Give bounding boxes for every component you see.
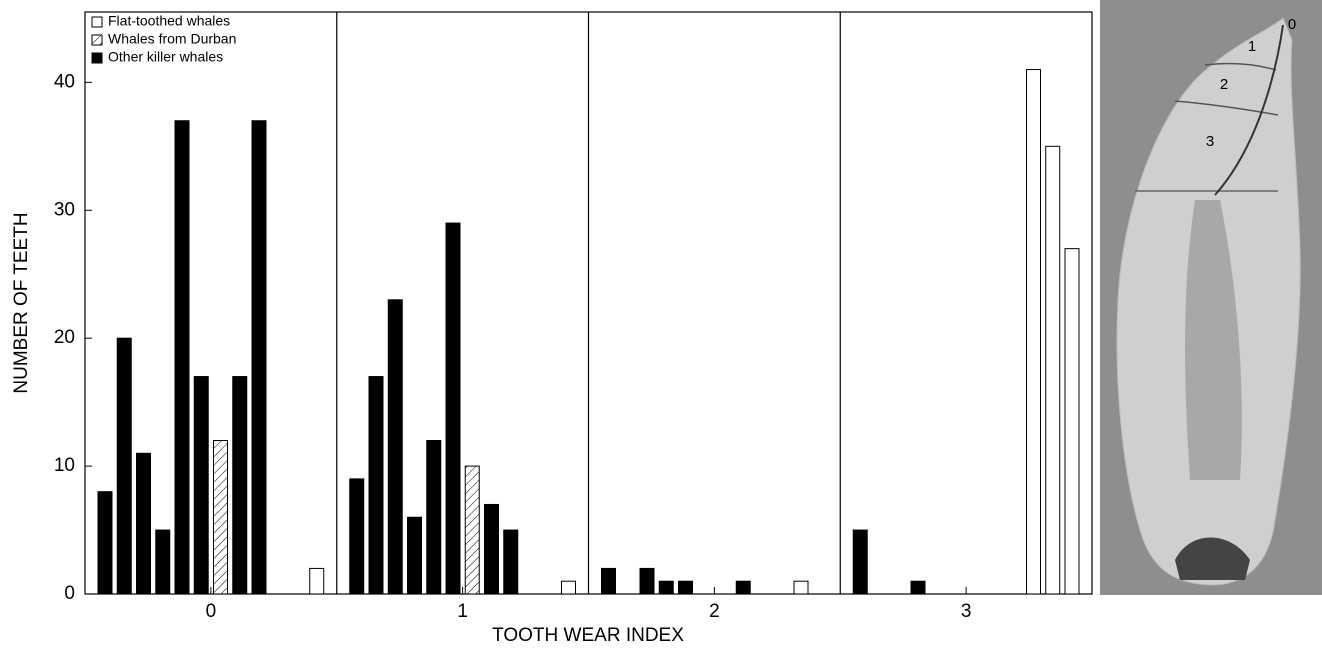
legend-label: Other killer whales bbox=[108, 49, 223, 65]
bar bbox=[97, 491, 113, 595]
legend-swatch bbox=[91, 34, 103, 46]
tooth-base bbox=[1175, 537, 1250, 580]
bar bbox=[407, 516, 422, 595]
bar bbox=[503, 529, 519, 595]
bar bbox=[1064, 248, 1080, 595]
bar bbox=[155, 529, 171, 595]
x-axis-label: TOOTH WEAR INDEX bbox=[492, 625, 684, 646]
tooth-groove bbox=[1214, 24, 1284, 196]
x-tick-label: 0 bbox=[206, 601, 217, 622]
pulp-cavity bbox=[1185, 200, 1242, 480]
y-tick-label: 10 bbox=[54, 455, 75, 476]
y-tick-label: 0 bbox=[64, 583, 75, 604]
bar bbox=[193, 376, 209, 595]
bar bbox=[658, 580, 674, 595]
bar bbox=[232, 376, 248, 595]
tooth-label: 2 bbox=[1220, 76, 1228, 93]
bar bbox=[910, 580, 926, 595]
legend-swatch bbox=[91, 52, 103, 64]
bar bbox=[251, 120, 267, 595]
bar bbox=[426, 440, 442, 595]
bar bbox=[852, 529, 868, 595]
legend-swatch bbox=[91, 16, 103, 28]
bar bbox=[387, 299, 403, 595]
y-tick-label: 20 bbox=[54, 327, 75, 348]
tooth-label: 0 bbox=[1288, 16, 1296, 33]
x-tick-label: 1 bbox=[457, 601, 468, 622]
tooth-label: 1 bbox=[1248, 38, 1256, 55]
bar bbox=[484, 503, 499, 595]
y-tick-label: 40 bbox=[54, 71, 75, 92]
bar bbox=[601, 567, 616, 595]
bar bbox=[174, 120, 190, 595]
bar bbox=[136, 452, 151, 595]
cut-line bbox=[1174, 100, 1279, 116]
bar bbox=[639, 567, 655, 595]
bar bbox=[735, 580, 751, 595]
bar bbox=[561, 580, 576, 595]
bar bbox=[213, 440, 228, 595]
x-tick-label: 2 bbox=[709, 601, 720, 622]
bar bbox=[678, 580, 693, 595]
legend-label: Flat-toothed whales bbox=[108, 13, 230, 29]
bar bbox=[368, 376, 384, 595]
x-tick-label: 3 bbox=[961, 601, 972, 622]
bar bbox=[445, 222, 461, 595]
bar bbox=[464, 465, 480, 595]
bar bbox=[349, 478, 365, 595]
tooth-photo bbox=[1100, 0, 1322, 595]
bar bbox=[793, 580, 809, 595]
y-tick-label: 30 bbox=[54, 199, 75, 220]
y-axis-label: NUMBER OF TEETH bbox=[11, 212, 32, 393]
cut-line bbox=[1204, 62, 1277, 71]
bar bbox=[1045, 145, 1061, 595]
bar bbox=[309, 567, 325, 595]
bar bbox=[116, 337, 132, 595]
bar bbox=[1026, 69, 1041, 595]
legend-label: Whales from Durban bbox=[108, 31, 236, 47]
tooth-label: 3 bbox=[1206, 133, 1214, 150]
